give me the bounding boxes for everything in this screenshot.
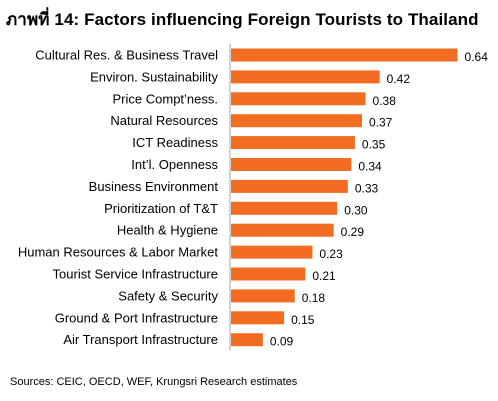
category-label: Int’l. Openness — [131, 157, 218, 172]
bar — [231, 289, 295, 303]
data-label: 0.34 — [358, 160, 382, 174]
data-label: 0.30 — [344, 203, 368, 217]
category-label: Prioritization of T&T — [104, 201, 218, 216]
data-label: 0.21 — [312, 269, 336, 283]
category-label: Air Transport Infrastructure — [63, 332, 218, 347]
bar — [231, 267, 306, 281]
category-label: Safety & Security — [118, 288, 218, 303]
category-label: Natural Resources — [110, 113, 218, 128]
category-label: Environ. Sustainability — [90, 69, 218, 84]
category-label: Cultural Res. & Business Travel — [35, 48, 218, 63]
data-label: 0.37 — [369, 116, 393, 130]
category-label: Ground & Port Infrastructure — [55, 310, 218, 325]
bar — [231, 114, 362, 128]
category-label: Tourist Service Infrastructure — [53, 267, 218, 282]
bar — [231, 223, 334, 237]
category-label: ICT Readiness — [132, 135, 218, 150]
data-label: 0.18 — [302, 291, 326, 305]
category-label: Price Compt’ness. — [113, 91, 218, 106]
bar — [231, 92, 366, 106]
data-label: 0.64 — [465, 50, 489, 64]
data-label: 0.33 — [355, 181, 379, 195]
bar — [231, 136, 355, 150]
chart-title: ภาพที่ 14: Factors influencing Foreign T… — [6, 10, 479, 29]
category-label: Human Resources & Labor Market — [18, 245, 219, 260]
bar — [231, 158, 352, 171]
bar — [231, 179, 348, 193]
data-label: 0.35 — [362, 138, 386, 152]
data-label: 0.15 — [291, 313, 315, 327]
data-label: 0.23 — [319, 247, 343, 261]
bar — [231, 201, 338, 215]
bar — [231, 245, 313, 259]
bar — [231, 311, 285, 325]
bar — [231, 70, 380, 84]
data-label: 0.38 — [373, 94, 397, 108]
source-note: Sources: CEIC, OECD, WEF, Krungsri Resea… — [10, 376, 298, 388]
category-label: Business Environment — [89, 179, 219, 194]
data-label: 0.09 — [270, 335, 294, 349]
data-label: 0.42 — [387, 72, 411, 86]
bar — [231, 333, 263, 347]
bar — [231, 48, 458, 62]
category-label: Health & Hygiene — [117, 223, 218, 238]
data-label: 0.29 — [341, 225, 365, 239]
